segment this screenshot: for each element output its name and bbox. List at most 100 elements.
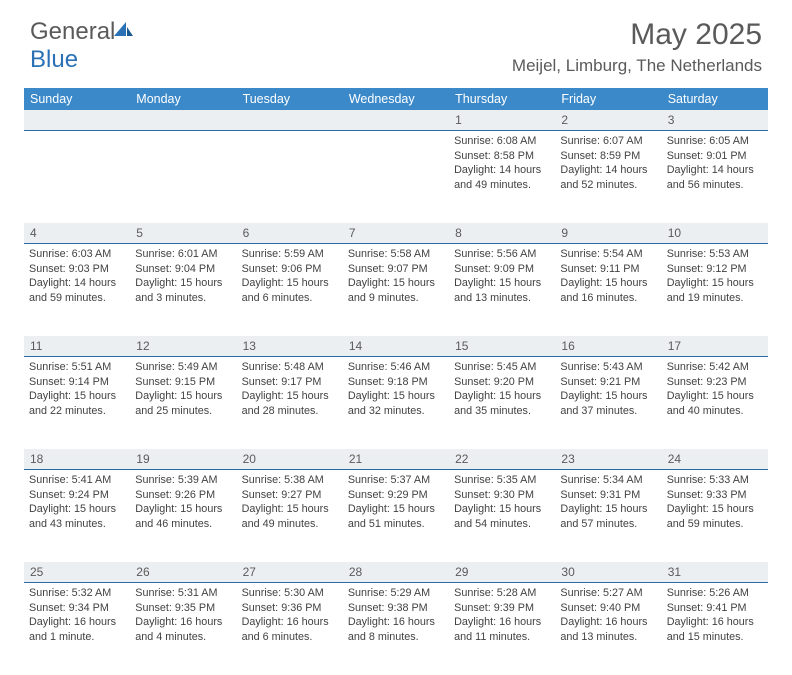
sunrise-value: 5:27 AM — [603, 587, 643, 599]
sunset-line: Sunset: 9:09 PM — [454, 262, 550, 277]
sunrise-value: 5:39 AM — [178, 474, 218, 486]
day-cell: Sunrise: 5:51 AMSunset: 9:14 PMDaylight:… — [24, 357, 130, 449]
day-details: Sunrise: 5:49 AMSunset: 9:15 PMDaylight:… — [130, 357, 236, 424]
day-cell: Sunrise: 5:42 AMSunset: 9:23 PMDaylight:… — [662, 357, 768, 449]
sunrise-label: Sunrise: — [667, 587, 707, 599]
sunrise-value: 5:53 AM — [709, 248, 749, 260]
sunrise-line: Sunrise: 5:51 AM — [29, 360, 125, 375]
week-content-row: Sunrise: 6:03 AMSunset: 9:03 PM Daylight:… — [24, 244, 768, 336]
sunset-value: 9:12 PM — [706, 263, 746, 275]
day-number: 2 — [555, 110, 661, 131]
location-text: Meijel, Limburg, The Netherlands — [512, 56, 762, 76]
sunset-label: Sunset: — [348, 263, 385, 275]
sunset-value: 9:11 PM — [600, 263, 639, 275]
sunrise-label: Sunrise: — [454, 248, 494, 260]
daylight-line: Daylight: 15 hours and 16 minutes. — [560, 276, 656, 305]
sunset-value: 9:27 PM — [281, 489, 321, 501]
day-number: 9 — [555, 223, 661, 244]
daylight-line: Daylight: 14 hours and 56 minutes. — [667, 163, 763, 192]
sunrise-value: 6:01 AM — [178, 248, 218, 260]
day-details: Sunrise: 6:07 AMSunset: 8:59 PMDaylight:… — [555, 131, 661, 198]
day-cell: Sunrise: 6:01 AMSunset: 9:04 PMDaylight:… — [130, 244, 236, 336]
day-details: Sunrise: 5:43 AMSunset: 9:21 PMDaylight:… — [555, 357, 661, 424]
sunset-line: Sunset: 9:04 PM — [135, 262, 231, 277]
daylight-label: Daylight: — [667, 616, 709, 628]
day-number: 6 — [237, 223, 343, 244]
day-details: Sunrise: 5:54 AMSunset: 9:11 PMDaylight:… — [555, 244, 661, 311]
sunset-line: Sunset: 9:27 PM — [242, 488, 338, 503]
sunrise-line: Sunrise: 5:43 AM — [560, 360, 656, 375]
week-daynum-row: 11121314151617 — [24, 336, 768, 357]
sunset-label: Sunset: — [454, 489, 491, 501]
day-number: 24 — [662, 449, 768, 470]
daylight-line: Daylight: 14 hours and 52 minutes. — [560, 163, 656, 192]
day-cell: Sunrise: 5:49 AMSunset: 9:15 PMDaylight:… — [130, 357, 236, 449]
daylight-line: Daylight: 16 hours and 6 minutes. — [242, 615, 338, 644]
sunset-line: Sunset: 9:21 PM — [560, 375, 656, 390]
daylight-label: Daylight: — [242, 277, 284, 289]
sunrise-line: Sunrise: 5:54 AM — [560, 247, 656, 262]
sunrise-line: Sunrise: 5:30 AM — [242, 586, 338, 601]
sunrise-value: 5:33 AM — [709, 474, 749, 486]
logo-sail-icon — [113, 18, 135, 45]
sunset-line: Sunset: 8:58 PM — [454, 149, 550, 164]
sunset-label: Sunset: — [454, 263, 491, 275]
day-details: Sunrise: 5:58 AMSunset: 9:07 PMDaylight:… — [343, 244, 449, 311]
sunset-value: 9:06 PM — [281, 263, 321, 275]
sunrise-line: Sunrise: 5:27 AM — [560, 586, 656, 601]
logo-text-1: General — [30, 18, 115, 45]
day-cell: Sunrise: 5:53 AMSunset: 9:12 PMDaylight:… — [662, 244, 768, 336]
daylight-line: Daylight: 15 hours and 13 minutes. — [454, 276, 550, 305]
sunrise-line: Sunrise: 5:42 AM — [667, 360, 763, 375]
day-number: 20 — [237, 449, 343, 470]
sunset-line: Sunset: 9:11 PM — [560, 262, 656, 277]
sunset-line: Sunset: 9:40 PM — [560, 601, 656, 616]
sunrise-label: Sunrise: — [667, 361, 707, 373]
daylight-line: Daylight: 14 hours and 49 minutes. — [454, 163, 550, 192]
sunrise-line: Sunrise: 5:46 AM — [348, 360, 444, 375]
sunrise-line: Sunrise: 5:45 AM — [454, 360, 550, 375]
sunrise-line: Sunrise: 6:03 AM — [29, 247, 125, 262]
sunset-value: 9:23 PM — [706, 376, 746, 388]
day-details: Sunrise: 5:45 AMSunset: 9:20 PMDaylight:… — [449, 357, 555, 424]
sunset-label: Sunset: — [667, 150, 704, 162]
sunset-line: Sunset: 9:03 PM — [29, 262, 125, 277]
sunrise-line: Sunrise: 5:48 AM — [242, 360, 338, 375]
empty-cell — [237, 131, 343, 223]
day-details: Sunrise: 5:41 AMSunset: 9:24 PMDaylight:… — [24, 470, 130, 537]
sunrise-line: Sunrise: 5:31 AM — [135, 586, 231, 601]
sunset-line: Sunset: 9:41 PM — [667, 601, 763, 616]
daylight-line: Daylight: 15 hours and 59 minutes. — [667, 502, 763, 531]
day-number: 17 — [662, 336, 768, 357]
empty-day-number — [237, 110, 343, 131]
sunset-label: Sunset: — [29, 263, 66, 275]
daylight-label: Daylight: — [454, 503, 496, 515]
day-number: 1 — [449, 110, 555, 131]
day-cell: Sunrise: 6:08 AMSunset: 8:58 PMDaylight:… — [449, 131, 555, 223]
sunset-line: Sunset: 9:06 PM — [242, 262, 338, 277]
sunset-value: 9:01 PM — [706, 150, 746, 162]
sunrise-label: Sunrise: — [667, 135, 707, 147]
sunset-value: 9:30 PM — [494, 489, 534, 501]
sunset-value: 9:18 PM — [387, 376, 427, 388]
sunset-value: 9:20 PM — [494, 376, 534, 388]
daylight-line: Daylight: 15 hours and 35 minutes. — [454, 389, 550, 418]
sunrise-value: 5:56 AM — [497, 248, 537, 260]
daylight-label: Daylight: — [667, 503, 709, 515]
day-details: Sunrise: 5:29 AMSunset: 9:38 PMDaylight:… — [343, 583, 449, 650]
sunset-line: Sunset: 9:15 PM — [135, 375, 231, 390]
sunrise-value: 6:07 AM — [603, 135, 643, 147]
sunset-value: 9:33 PM — [706, 489, 746, 501]
sunrise-value: 5:59 AM — [284, 248, 324, 260]
sunrise-value: 5:32 AM — [72, 587, 112, 599]
sunset-label: Sunset: — [29, 489, 66, 501]
sunrise-line: Sunrise: 6:07 AM — [560, 134, 656, 149]
sunset-value: 9:24 PM — [69, 489, 109, 501]
day-cell: Sunrise: 5:46 AMSunset: 9:18 PMDaylight:… — [343, 357, 449, 449]
calendar-body: 123Sunrise: 6:08 AMSunset: 8:58 PMDaylig… — [24, 110, 768, 675]
sunrise-label: Sunrise: — [135, 361, 175, 373]
day-cell: Sunrise: 5:45 AMSunset: 9:20 PMDaylight:… — [449, 357, 555, 449]
weekday-header: Thursday — [449, 88, 555, 110]
sunset-line: Sunset: 9:23 PM — [667, 375, 763, 390]
sunset-label: Sunset: — [242, 489, 279, 501]
